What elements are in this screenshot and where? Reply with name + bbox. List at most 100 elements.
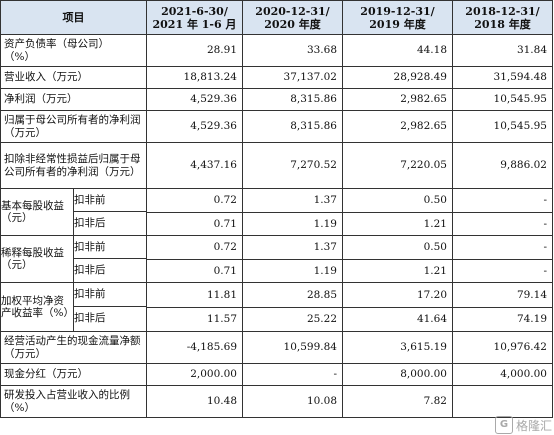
cell-value: 10,545.95 [452, 110, 553, 143]
cell-value: 31.84 [452, 34, 553, 67]
row-label: 稀释每股收益（元） [2, 236, 74, 282]
cell-value: 28,928.49 [342, 66, 453, 89]
cell-value: 1.37 [242, 235, 343, 260]
table-row: 研发投入占营业收入的比例（%） 10.48 10.08 7.82 [0, 385, 553, 418]
cell-value: 7.82 [342, 385, 453, 418]
sub-label: 扣非后 [74, 217, 106, 229]
group-cell: 加权平均净资产收益率（%） 扣非前 扣非后 [0, 282, 147, 332]
cell-value: 4,529.36 [146, 88, 243, 111]
cell-value: 10.08 [242, 385, 343, 418]
cell-value: 37,137.02 [242, 66, 343, 89]
group-cell: 基本每股收益（元） 扣非前 扣非后 [0, 188, 147, 236]
cell-value: 8,315.86 [242, 88, 343, 111]
cell-value: 11.57 [146, 306, 243, 332]
sub-label: 扣非后 [74, 264, 106, 276]
cell-value: 74.19 [452, 306, 553, 332]
sub-label: 扣非前 [74, 237, 146, 259]
cell-value: 11.81 [146, 282, 243, 308]
header-2018: 2018-12-31/ 2018 年度 [452, 0, 553, 35]
row-label: 营业收入（万元） [0, 66, 147, 89]
cell-value: 3,615.19 [342, 331, 453, 364]
cell-value: -4,185.69 [146, 331, 243, 364]
cell-value: 10.48 [146, 385, 243, 418]
cell-value: 8,315.86 [242, 110, 343, 143]
row-label: 研发投入占营业收入的比例（%） [0, 385, 147, 418]
sub-label: 扣非前 [74, 190, 146, 212]
sub-label: 扣非前 [74, 284, 146, 307]
cell-value: - [452, 188, 553, 213]
header-item: 项目 [0, 0, 147, 35]
cell-value: 7,220.05 [342, 142, 453, 189]
table-row: 扣除非经常性损益后归属于母公司所有者的净利润（万元） 4,437.16 7,27… [0, 142, 553, 189]
sub-label: 扣非后 [74, 312, 106, 324]
cell-value: 25.22 [242, 306, 343, 332]
table-row: 营业收入（万元） 18,813.24 37,137.02 28,928.49 3… [0, 66, 553, 89]
cell-value: 8,000.00 [342, 363, 453, 386]
table-row: 净利润（万元） 4,529.36 8,315.86 2,982.65 10,54… [0, 88, 553, 111]
cell-value: 2,000.00 [146, 363, 243, 386]
cell-value: 0.71 [146, 258, 243, 283]
cell-value: 1.21 [342, 211, 453, 236]
header-2019: 2019-12-31/ 2019 年度 [342, 0, 453, 35]
cell-value: - [452, 211, 553, 236]
cell-value: 4,000.00 [452, 363, 553, 386]
cell-value: 7,270.52 [242, 142, 343, 189]
table-row: 现金分红（万元） 2,000.00 - 8,000.00 4,000.00 [0, 363, 553, 386]
group-cell: 稀释每股收益（元） 扣非前 扣非后 [0, 235, 147, 283]
header-2020: 2020-12-31/ 2020 年度 [242, 0, 343, 35]
cell-value: 9,886.02 [452, 142, 553, 189]
cell-value: 31,594.48 [452, 66, 553, 89]
cell-value: - [242, 363, 343, 386]
cell-value: 0.50 [342, 235, 453, 260]
cell-value [452, 385, 553, 418]
table-row: 基本每股收益（元） 扣非前 扣非后 0.72 1.37 0.50 - [0, 188, 553, 236]
cell-value: 4,529.36 [146, 110, 243, 143]
cell-value: 1.37 [242, 188, 343, 213]
table-row: 归属于母公司所有者的净利润（万元） 4,529.36 8,315.86 2,98… [0, 110, 553, 143]
cell-value: 18,813.24 [146, 66, 243, 89]
row-label: 净利润（万元） [0, 88, 147, 111]
cell-value: - [452, 235, 553, 260]
cell-value: 0.50 [342, 188, 453, 213]
row-label: 资产负债率（母公司） （%） [0, 34, 147, 67]
table-row: 加权平均净资产收益率（%） 扣非前 扣非后 11.81 28.85 17.20 … [0, 282, 553, 332]
watermark: G 格隆汇 [494, 416, 552, 434]
row-label: 经营活动产生的现金流量净额（万元） [0, 331, 147, 364]
cell-value: 1.19 [242, 211, 343, 236]
table-row: 经营活动产生的现金流量净额（万元） -4,185.69 10,599.84 3,… [0, 331, 553, 364]
row-label: 扣除非经常性损益后归属于母公司所有者的净利润（万元） [0, 142, 147, 189]
row-label: 归属于母公司所有者的净利润（万元） [0, 110, 147, 143]
cell-value: 28.91 [146, 34, 243, 67]
table-row: 11.57 25.22 41.64 74.19 [1, 306, 553, 332]
cell-value: 1.21 [342, 258, 453, 283]
header-2021h1: 2021-6-30/ 2021 年 1-6 月 [146, 0, 243, 35]
cell-value: 10,599.84 [242, 331, 343, 364]
cell-value: 10,545.95 [452, 88, 553, 111]
cell-value: 33.68 [242, 34, 343, 67]
table-row: 资产负债率（母公司） （%） 28.91 33.68 44.18 31.84 [0, 34, 553, 67]
table-row: 0.71 1.19 1.21 - [1, 211, 553, 236]
row-label: 现金分红（万元） [0, 363, 147, 386]
table-row: 0.71 1.19 1.21 - [1, 258, 553, 283]
cell-value: 0.71 [146, 211, 243, 236]
financial-indicators-table: 项目 2021-6-30/ 2021 年 1-6 月 2020-12-31/ 2… [0, 0, 553, 418]
gelonghui-logo-icon: G [494, 416, 513, 434]
cell-value: 41.64 [342, 306, 453, 332]
cell-value: 0.72 [146, 235, 243, 260]
cell-value: 28.85 [242, 282, 343, 308]
row-label: 加权平均净资产收益率（%） [2, 283, 74, 331]
header-row: 项目 2021-6-30/ 2021 年 1-6 月 2020-12-31/ 2… [0, 0, 553, 35]
cell-value: 17.20 [342, 282, 453, 308]
cell-value: 79.14 [452, 282, 553, 308]
cell-value: 0.72 [146, 188, 243, 213]
cell-value: 44.18 [342, 34, 453, 67]
cell-value: 10,976.42 [452, 331, 553, 364]
cell-value: - [452, 258, 553, 283]
cell-value: 2,982.65 [342, 110, 453, 143]
cell-value: 1.19 [242, 258, 343, 283]
watermark-text: 格隆汇 [515, 418, 552, 433]
table-row: 稀释每股收益（元） 扣非前 扣非后 0.72 1.37 0.50 - [0, 235, 553, 283]
row-label: 基本每股收益（元） [2, 189, 74, 235]
cell-value: 4,437.16 [146, 142, 243, 189]
cell-value: 2,982.65 [342, 88, 453, 111]
